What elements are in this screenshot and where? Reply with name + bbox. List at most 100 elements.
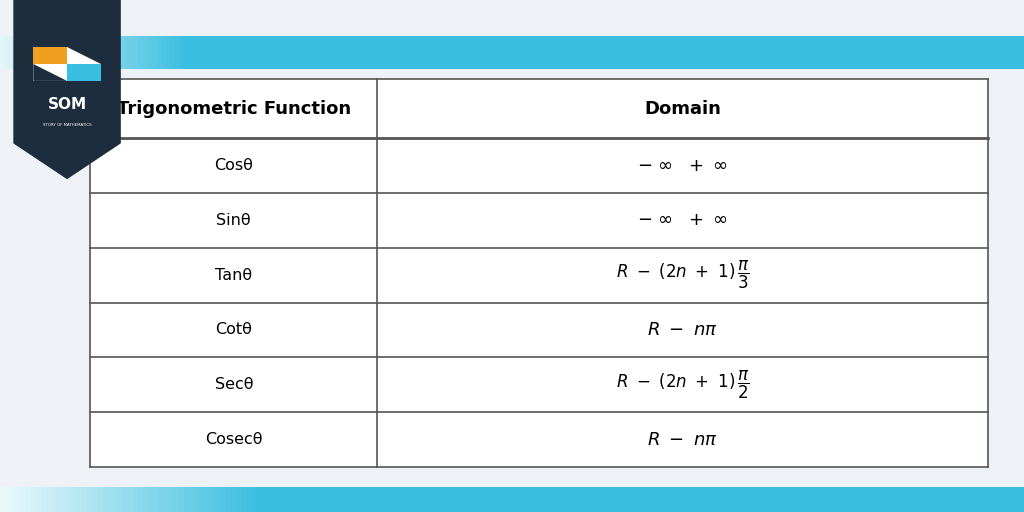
Bar [120, 36, 125, 69]
Bar [26, 487, 31, 512]
Bar [23, 36, 28, 69]
Bar [133, 36, 138, 69]
Bar [115, 36, 120, 69]
Bar [59, 36, 65, 69]
Bar [72, 487, 77, 512]
Bar [169, 487, 174, 512]
Bar [97, 487, 102, 512]
Bar [128, 487, 133, 512]
Bar [236, 487, 241, 512]
Bar [61, 487, 67, 512]
Bar [0, 36, 4, 69]
Bar [162, 36, 166, 69]
Bar [225, 487, 230, 512]
Bar [180, 36, 184, 69]
Bar [20, 487, 26, 512]
Text: $R\ -\ (2n\ +\ 1)\,\dfrac{\pi}{3}$: $R\ -\ (2n\ +\ 1)\,\dfrac{\pi}{3}$ [615, 259, 750, 291]
Bar [205, 487, 210, 512]
Text: $-\ \infty\ \ +\ \infty$: $-\ \infty\ \ +\ \infty$ [638, 157, 728, 175]
Bar [46, 36, 50, 69]
Bar [230, 487, 236, 512]
Text: $R\ -\ n\pi$: $R\ -\ n\pi$ [647, 431, 718, 449]
Bar [133, 487, 138, 512]
Bar [65, 36, 70, 69]
Bar [0, 487, 5, 512]
Bar [67, 487, 72, 512]
Text: Cosecθ: Cosecθ [205, 432, 262, 447]
Bar [0, 36, 1024, 69]
Bar [179, 487, 184, 512]
Bar [147, 36, 152, 69]
Bar [5, 487, 10, 512]
Bar [15, 487, 20, 512]
Bar [87, 36, 92, 69]
Bar [33, 64, 68, 81]
Bar [78, 36, 83, 69]
Bar [41, 36, 46, 69]
Polygon shape [68, 47, 100, 64]
Bar [143, 487, 148, 512]
Bar [90, 79, 988, 467]
Text: Sinθ: Sinθ [216, 213, 251, 228]
Bar [159, 487, 164, 512]
Bar [33, 36, 37, 69]
Bar [220, 487, 225, 512]
Bar [125, 36, 129, 69]
Text: STORY OF MATHEMATICS: STORY OF MATHEMATICS [43, 123, 91, 127]
Bar [101, 36, 106, 69]
Bar [31, 487, 36, 512]
Bar [74, 36, 78, 69]
Bar [68, 64, 100, 81]
Bar [152, 36, 157, 69]
Bar [28, 36, 33, 69]
Bar [118, 487, 123, 512]
Bar [83, 36, 88, 69]
Bar [138, 487, 143, 512]
Bar [251, 487, 256, 512]
Bar [170, 36, 175, 69]
Bar [56, 487, 61, 512]
Bar [175, 36, 180, 69]
Bar [0, 487, 1024, 512]
Bar [129, 36, 133, 69]
Bar [164, 487, 169, 512]
Text: $R\ -\ n\pi$: $R\ -\ n\pi$ [647, 321, 718, 339]
Bar [41, 487, 46, 512]
Bar [148, 487, 154, 512]
Bar [241, 487, 246, 512]
Polygon shape [68, 47, 100, 64]
Bar [111, 36, 115, 69]
Text: Tanθ: Tanθ [215, 268, 252, 283]
Bar [200, 487, 205, 512]
Bar [189, 487, 195, 512]
Bar [33, 47, 68, 64]
Text: SOM: SOM [47, 97, 87, 113]
Bar [195, 487, 200, 512]
Bar [174, 487, 179, 512]
Bar [46, 487, 51, 512]
Text: Trigonometric Function: Trigonometric Function [117, 100, 351, 118]
Bar [215, 487, 220, 512]
Bar [246, 487, 251, 512]
Bar [77, 487, 82, 512]
Text: $-\ \infty\ \ +\ \infty$: $-\ \infty\ \ +\ \infty$ [638, 211, 728, 229]
Text: $R\ -\ (2n\ +\ 1)\,\dfrac{\pi}{2}$: $R\ -\ (2n\ +\ 1)\,\dfrac{\pi}{2}$ [615, 369, 750, 401]
Bar [123, 487, 128, 512]
Bar [10, 487, 15, 512]
Polygon shape [13, 0, 121, 179]
Bar [154, 487, 159, 512]
Bar [70, 36, 74, 69]
Bar [138, 36, 143, 69]
Bar [87, 487, 92, 512]
Bar [157, 36, 162, 69]
Bar [36, 487, 41, 512]
Bar [55, 36, 59, 69]
Bar [9, 36, 13, 69]
Bar [18, 36, 23, 69]
Text: Cosθ: Cosθ [214, 158, 253, 173]
Bar [102, 487, 108, 512]
Bar [184, 487, 189, 512]
Bar [14, 36, 18, 69]
Text: Domain: Domain [644, 100, 721, 118]
Bar [51, 36, 55, 69]
